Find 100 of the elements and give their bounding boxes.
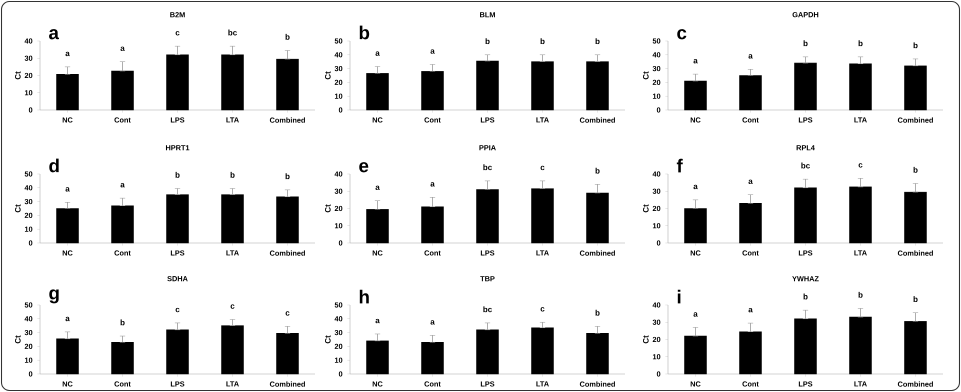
bar <box>531 327 554 374</box>
annotation: a <box>748 54 753 59</box>
bar <box>366 73 389 110</box>
text: f <box>676 158 683 172</box>
annotation: a <box>120 183 125 188</box>
text: a <box>49 29 60 40</box>
annotation: b <box>120 319 125 326</box>
bar <box>904 192 927 244</box>
annotation: b <box>230 172 235 178</box>
bar <box>421 342 444 374</box>
bar <box>276 196 299 244</box>
bar <box>111 205 134 244</box>
annotation: c <box>230 304 235 309</box>
y-axis-title: Ct <box>14 335 21 344</box>
bar <box>56 338 79 374</box>
text: h <box>360 290 369 304</box>
bar <box>684 208 707 244</box>
annotation: b <box>596 310 600 316</box>
annotation: b <box>540 38 545 44</box>
bar <box>166 54 189 110</box>
bar <box>586 333 609 374</box>
bar <box>739 203 762 244</box>
bar <box>794 318 817 374</box>
bar <box>366 340 389 374</box>
bar <box>684 80 707 110</box>
bar <box>276 58 299 110</box>
bar <box>111 70 134 110</box>
annotation: c <box>176 308 180 312</box>
y-axis-title: Ct <box>642 335 649 344</box>
text: bc <box>483 164 492 170</box>
text: b <box>914 166 918 173</box>
annotation: a <box>748 180 753 184</box>
bar <box>739 331 762 374</box>
y-axis-title: Ct <box>642 204 649 212</box>
annotation: c <box>286 311 290 316</box>
bar <box>476 60 499 110</box>
text: c <box>176 31 180 36</box>
annotation: a <box>430 49 435 54</box>
bar <box>586 192 609 244</box>
annotation: a <box>66 52 70 56</box>
y-axis-title: Ct <box>14 204 21 212</box>
annotation: a <box>694 184 698 190</box>
bar <box>476 189 499 244</box>
bar <box>366 209 389 244</box>
annotation: b <box>286 173 290 180</box>
annotation: a <box>430 182 435 187</box>
bar <box>276 333 299 374</box>
annotation: a <box>376 186 380 190</box>
annotation: a <box>66 187 70 192</box>
bar <box>166 194 189 244</box>
text: i <box>678 290 680 304</box>
y-axis-title: Ct <box>642 71 649 80</box>
bar <box>421 71 444 110</box>
bar <box>794 62 817 110</box>
bar <box>849 186 872 244</box>
annotation: a <box>748 308 753 312</box>
text: b <box>286 34 290 40</box>
annotation: b <box>804 40 808 46</box>
bar <box>794 188 817 244</box>
y-axis-title: Ct <box>324 335 331 344</box>
text: b <box>914 296 918 302</box>
bar <box>684 336 707 374</box>
bar <box>531 188 554 244</box>
text: b <box>596 168 600 174</box>
y-axis-title: Ct <box>324 204 331 212</box>
annotation: b <box>486 38 490 44</box>
text: b <box>804 294 808 300</box>
annotation: a <box>430 320 435 325</box>
annotation: b <box>176 172 180 178</box>
bar <box>739 75 762 110</box>
annotation: bc <box>483 306 492 312</box>
annotation: b <box>858 40 863 46</box>
annotation: a <box>120 46 125 51</box>
bar <box>111 342 134 374</box>
annotation: b <box>596 38 600 44</box>
text: c <box>677 29 686 40</box>
annotation: a <box>376 51 380 56</box>
bar <box>476 330 499 374</box>
bar <box>221 325 244 374</box>
text: c <box>540 166 544 170</box>
bar <box>421 206 444 244</box>
bar <box>849 316 872 374</box>
text: b <box>360 26 370 40</box>
annotation: a <box>694 312 698 317</box>
text: g <box>49 289 59 304</box>
bar <box>586 61 609 110</box>
text: bc <box>228 30 237 36</box>
annotation: c <box>540 307 544 312</box>
text: b <box>858 292 863 298</box>
text: d <box>49 158 59 172</box>
annotation: a <box>66 316 70 322</box>
bar <box>56 74 79 110</box>
bar <box>904 321 927 374</box>
text: e <box>359 162 368 172</box>
text: c <box>858 163 862 168</box>
annotation: a <box>376 318 380 324</box>
bar <box>221 54 244 110</box>
bar <box>849 63 872 110</box>
annotation: b <box>914 42 918 48</box>
y-axis-title: Ct <box>14 71 21 80</box>
